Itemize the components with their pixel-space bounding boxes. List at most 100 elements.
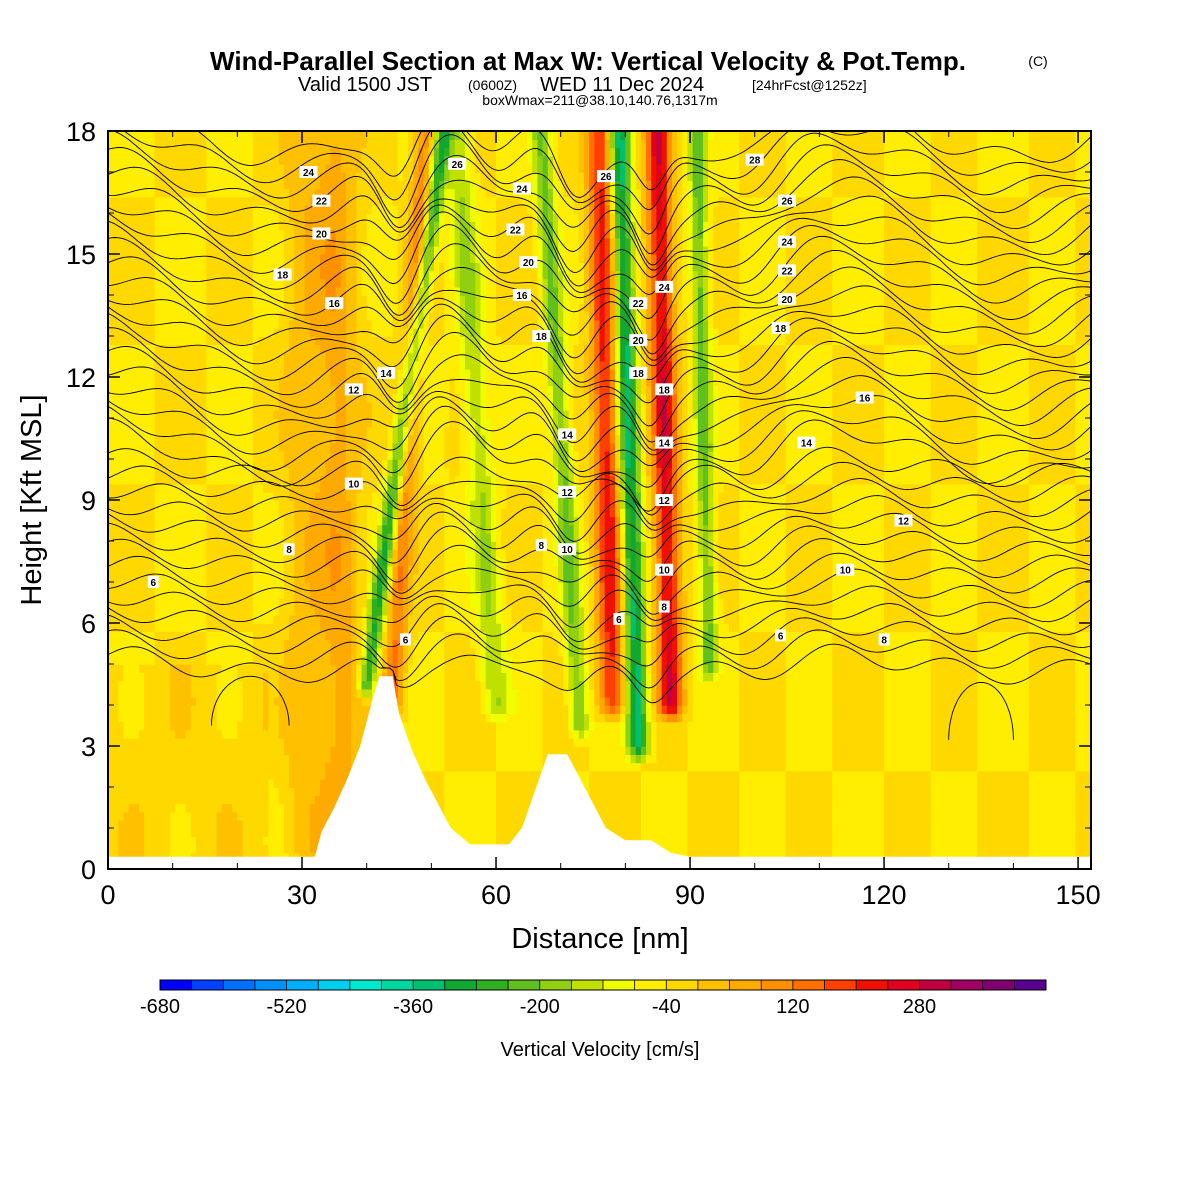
heatmap-cell xyxy=(226,401,233,411)
heatmap-cell xyxy=(206,746,213,755)
heatmap-cell xyxy=(278,573,285,583)
heatmap-cell xyxy=(325,418,332,427)
heatmap-cell xyxy=(314,828,321,837)
heatmap-cell xyxy=(325,262,332,272)
heatmap-cell xyxy=(154,803,161,813)
heatmap-cell xyxy=(377,262,383,272)
heatmap-cell xyxy=(154,319,161,329)
heatmap-cell xyxy=(113,655,120,665)
heatmap-cell xyxy=(351,500,358,509)
heatmap-cell xyxy=(123,516,130,526)
heatmap-cell xyxy=(180,598,187,608)
heatmap-cell xyxy=(118,598,125,608)
heatmap-cell xyxy=(258,598,265,608)
heatmap-cell xyxy=(190,459,197,468)
heatmap-cell xyxy=(351,360,358,370)
heatmap-cell xyxy=(309,204,316,214)
heatmap-cell xyxy=(211,352,218,362)
heatmap-cell xyxy=(356,360,363,370)
heatmap-cell xyxy=(237,508,244,518)
heatmap-cell xyxy=(144,754,151,764)
heatmap-cell xyxy=(242,336,249,345)
heatmap-cell xyxy=(330,688,337,698)
heatmap-cell xyxy=(128,221,135,231)
heatmap-cell xyxy=(356,573,363,583)
heatmap-cell xyxy=(108,491,114,501)
heatmap-cell xyxy=(232,606,239,616)
heatmap-cell xyxy=(258,385,265,395)
heatmap-cell xyxy=(154,614,161,624)
heatmap-cell xyxy=(371,664,378,673)
heatmap-cell xyxy=(164,360,171,370)
heatmap-cell xyxy=(242,655,249,665)
heatmap-cell xyxy=(340,204,347,214)
heatmap-cell xyxy=(226,221,233,231)
heatmap-cell xyxy=(185,672,192,682)
heatmap-cell xyxy=(185,729,192,739)
heatmap-cell xyxy=(185,762,192,772)
heatmap-cell xyxy=(356,401,363,411)
heatmap-cell xyxy=(289,713,296,723)
heatmap-cell xyxy=(242,418,249,427)
heatmap-cell xyxy=(273,623,280,632)
heatmap-cell xyxy=(273,155,280,165)
heatmap-cell xyxy=(128,836,135,846)
heatmap-cell xyxy=(304,565,311,575)
heatmap-cell xyxy=(190,549,197,559)
heatmap-cell xyxy=(154,450,161,460)
heatmap-cell xyxy=(211,778,218,788)
heatmap-cell xyxy=(392,639,399,649)
heatmap-cell xyxy=(356,262,363,272)
heatmap-cell xyxy=(340,754,347,764)
heatmap-cell xyxy=(330,729,337,739)
heatmap-cell xyxy=(190,623,197,632)
heatmap-cell xyxy=(195,696,202,706)
heatmap-cell xyxy=(175,696,182,706)
heatmap-cell xyxy=(351,204,358,214)
heatmap-cell xyxy=(133,647,140,657)
heatmap-cell xyxy=(221,664,228,673)
heatmap-cell xyxy=(335,746,342,755)
heatmap-cell xyxy=(371,254,378,263)
heatmap-cell xyxy=(320,639,327,649)
heatmap-cell xyxy=(263,721,270,731)
heatmap-cell xyxy=(232,647,239,657)
heatmap-cell xyxy=(180,754,187,764)
heatmap-cell xyxy=(258,787,265,796)
heatmap-cell xyxy=(268,131,275,140)
heatmap-cell xyxy=(195,467,202,477)
heatmap-cell xyxy=(242,213,249,222)
heatmap-cell xyxy=(144,254,151,263)
heatmap-cell xyxy=(392,557,399,567)
heatmap-cell xyxy=(268,426,275,436)
heatmap-cell xyxy=(340,680,347,690)
heatmap-cell xyxy=(206,393,213,403)
heatmap-cell xyxy=(314,418,321,427)
heatmap-cell xyxy=(128,352,135,362)
heatmap-cell xyxy=(180,836,187,846)
heatmap-cell xyxy=(123,705,130,714)
heatmap-cell xyxy=(108,229,114,239)
heatmap-cell xyxy=(351,319,358,329)
heatmap-cell xyxy=(283,377,290,386)
heatmap-cell xyxy=(382,188,389,198)
heatmap-cell xyxy=(128,516,135,526)
heatmap-cell xyxy=(190,639,197,649)
heatmap-cell xyxy=(221,426,228,436)
heatmap-cell xyxy=(154,467,161,477)
heatmap-cell xyxy=(371,606,378,616)
heatmap-cell xyxy=(159,213,166,222)
heatmap-cell xyxy=(175,327,182,337)
heatmap-cell xyxy=(149,131,156,140)
heatmap-cell xyxy=(263,549,270,559)
heatmap-cell xyxy=(211,811,218,821)
heatmap-cell xyxy=(330,385,337,395)
heatmap-cell xyxy=(232,409,239,419)
heatmap-cell xyxy=(294,606,301,616)
heatmap-cell xyxy=(371,434,378,444)
heatmap-cell xyxy=(216,352,223,362)
heatmap-cell xyxy=(164,696,171,706)
heatmap-cell xyxy=(159,393,166,403)
heatmap-cell xyxy=(304,787,311,796)
heatmap-cell xyxy=(289,245,296,255)
